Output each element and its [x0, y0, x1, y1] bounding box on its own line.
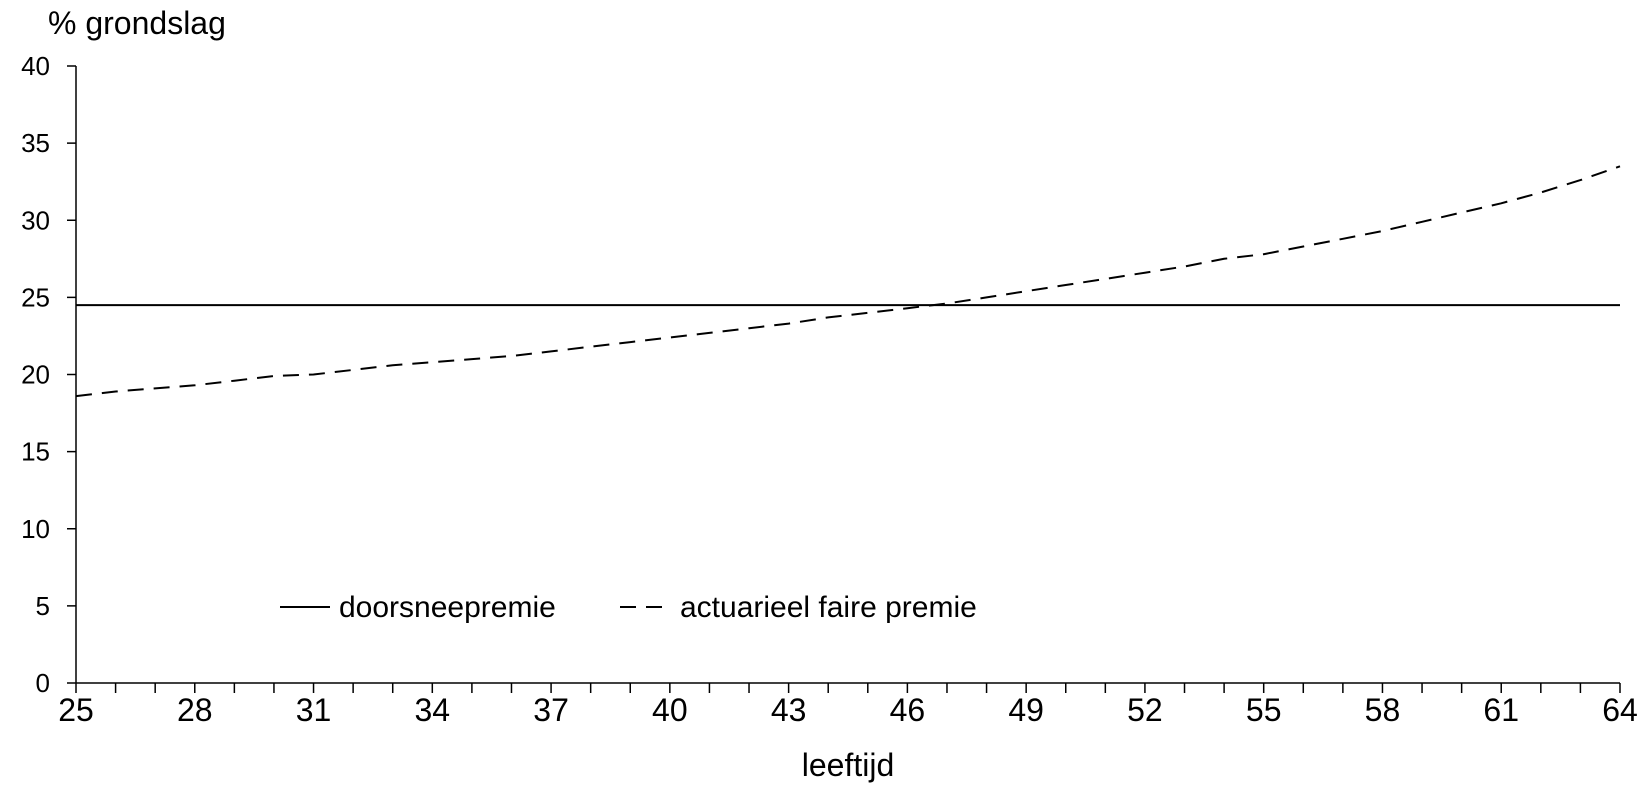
legend: doorsneepremie actuarieel faire premie	[280, 591, 977, 624]
x-axis-title: leeftijd	[802, 747, 895, 783]
x-tick-label: 43	[771, 692, 807, 728]
x-tick-label: 40	[652, 692, 688, 728]
x-tick-label: 52	[1127, 692, 1163, 728]
y-tick-label: 20	[21, 360, 50, 390]
x-tick-label: 25	[58, 692, 94, 728]
x-tick-label: 28	[177, 692, 213, 728]
x-tick-label: 61	[1483, 692, 1519, 728]
x-tick-label: 49	[1008, 692, 1044, 728]
y-axis-title: % grondslag	[48, 5, 226, 41]
legend-label-actuarieel-faire-premie: actuarieel faire premie	[680, 591, 977, 624]
x-tick-label: 58	[1365, 692, 1401, 728]
x-tick-label: 55	[1246, 692, 1282, 728]
series-line-actuarieel-faire-premie	[75, 165, 1621, 398]
axes: 0 5 10 15 20 25 30 35 40 25 28 31 34 37 40 43 46 49 52 55 58…	[21, 51, 1638, 728]
y-tick-label: 30	[21, 205, 50, 235]
x-tick-label: 46	[890, 692, 926, 728]
plot-area	[75, 165, 1621, 398]
y-tick-label: 0	[36, 668, 50, 698]
y-tick-label: 5	[36, 591, 50, 621]
y-tick-label: 40	[21, 51, 50, 81]
x-tick-label: 34	[415, 692, 451, 728]
legend-label-doorsneepremie: doorsneepremie	[339, 591, 556, 624]
x-tick-label: 64	[1602, 692, 1638, 728]
y-tick-label: 25	[21, 282, 50, 312]
y-tick-label: 15	[21, 437, 50, 467]
x-tick-label: 37	[533, 692, 569, 728]
y-tick-label: 35	[21, 128, 50, 158]
x-tick-label: 31	[296, 692, 332, 728]
y-tick-label: 10	[21, 514, 50, 544]
